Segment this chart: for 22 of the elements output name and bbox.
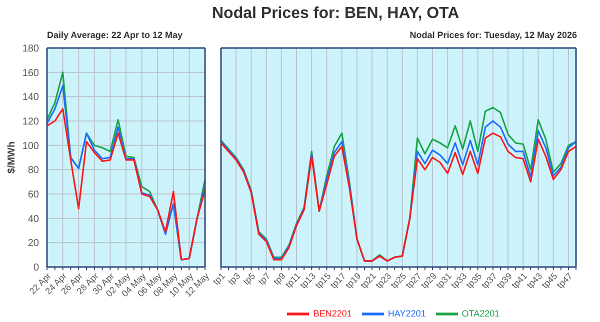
y-tick-label: 120 bbox=[22, 116, 40, 128]
x-tick-label: tp3 bbox=[226, 270, 242, 287]
y-tick-label: 60 bbox=[28, 190, 40, 201]
x-tick-label: tp7 bbox=[256, 270, 272, 287]
legend-label: BEN2201 bbox=[313, 308, 352, 318]
y-tick-label: 140 bbox=[22, 92, 40, 104]
legend-label: OTA2201 bbox=[462, 308, 500, 318]
y-tick-label: 180 bbox=[22, 44, 40, 55]
x-tick-label: tp21 bbox=[358, 270, 378, 290]
y-tick-label: 100 bbox=[22, 140, 40, 152]
y-tick-label: 40 bbox=[28, 214, 40, 225]
chart-subtitle: Nodal Prices for: Tuesday, 12 May 2026 bbox=[408, 30, 577, 40]
y-tick-label: 20 bbox=[28, 238, 40, 250]
x-tick-label: tp5 bbox=[241, 270, 258, 287]
y-tick-label: 0 bbox=[33, 262, 40, 274]
y-tick-label: 160 bbox=[22, 68, 40, 79]
x-tick-label: tp1 bbox=[211, 270, 227, 287]
chart-subtitle: Daily Average: 22 Apr to 12 May bbox=[47, 30, 184, 40]
y-axis-title: $/MWh bbox=[6, 141, 18, 174]
chart-title: Nodal Prices for: BEN, HAY, OTA bbox=[212, 5, 460, 23]
legend-label: HAY2201 bbox=[388, 308, 426, 318]
y-tick-label: 80 bbox=[28, 165, 40, 176]
